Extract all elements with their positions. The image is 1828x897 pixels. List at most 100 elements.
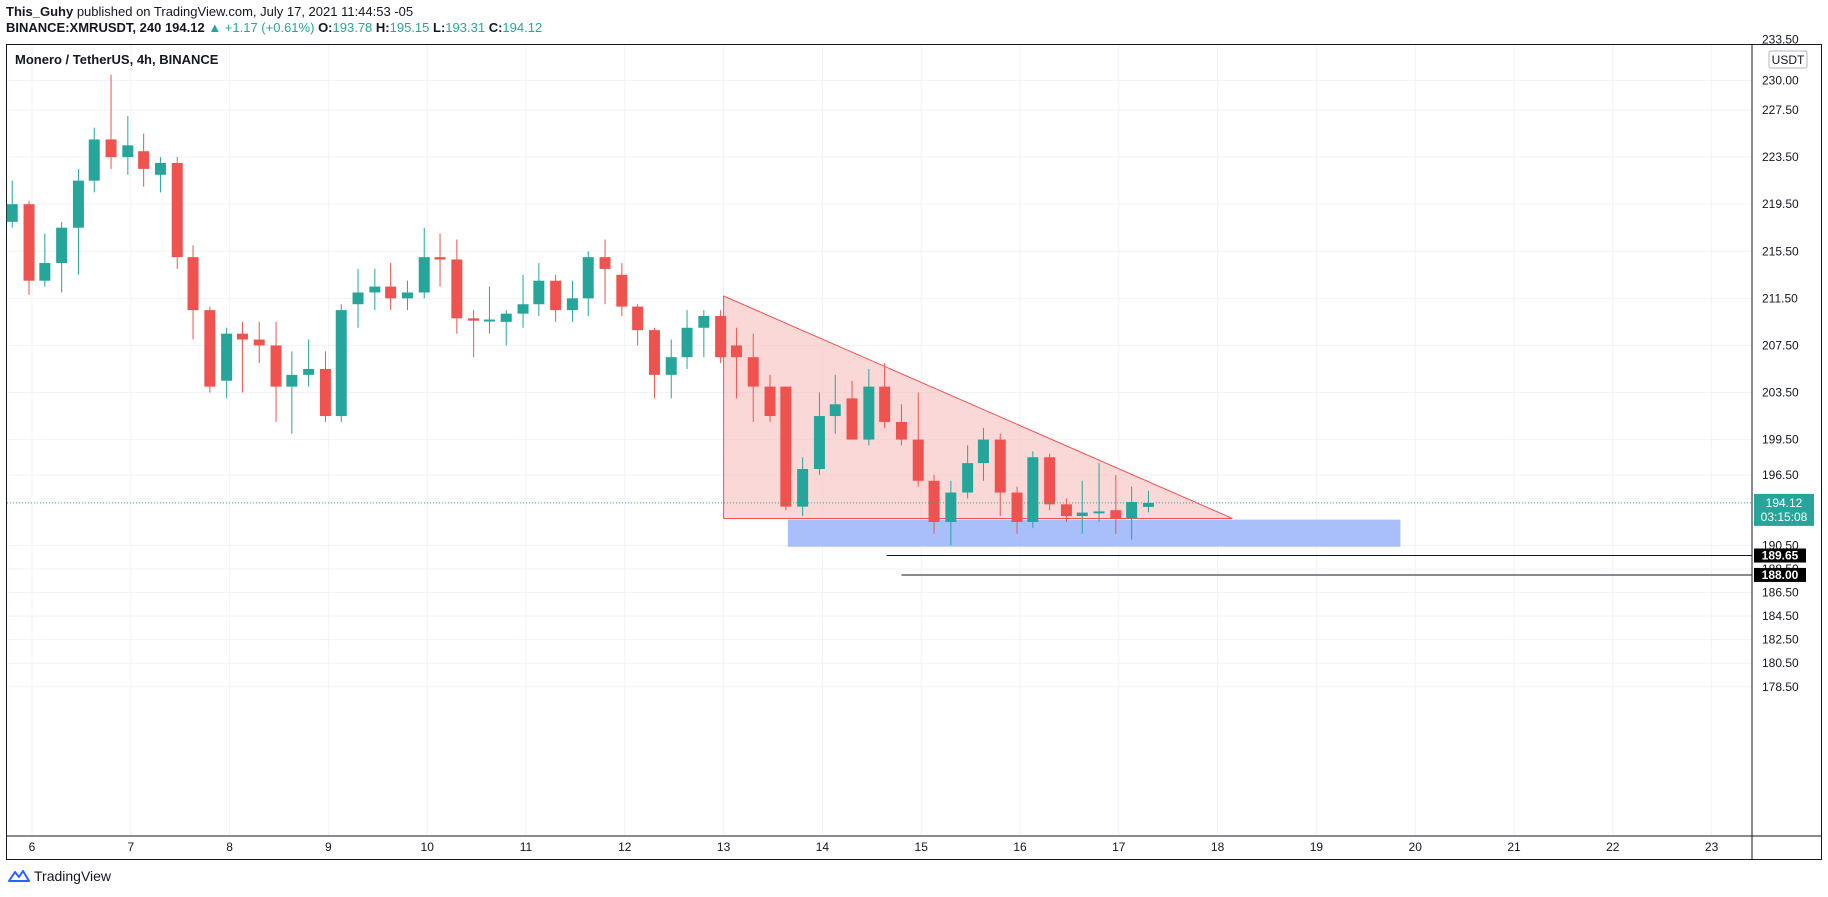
candle-down[interactable]: [747, 357, 759, 387]
candle-up[interactable]: [566, 298, 578, 311]
candle-up[interactable]: [1126, 501, 1138, 519]
candle-down[interactable]: [451, 259, 463, 319]
candle-up[interactable]: [582, 257, 594, 299]
x-tick-label: 14: [816, 840, 830, 854]
candle-up[interactable]: [797, 469, 809, 507]
level-price-label: 188.00: [1762, 568, 1799, 582]
candle-down[interactable]: [616, 274, 628, 307]
candle-up[interactable]: [369, 286, 381, 293]
candle-down[interactable]: [846, 398, 858, 440]
candle-up[interactable]: [39, 263, 51, 281]
candle-up[interactable]: [1093, 511, 1105, 514]
last-value: 194.12: [164, 20, 205, 35]
candle-up[interactable]: [122, 145, 134, 158]
candle-up[interactable]: [1076, 512, 1088, 517]
candle-down[interactable]: [468, 318, 480, 321]
x-tick-label: 21: [1507, 840, 1521, 854]
currency-box[interactable]: [1768, 50, 1808, 69]
candle-down[interactable]: [912, 439, 924, 481]
high-label: H:: [375, 20, 390, 35]
candle-up[interactable]: [500, 313, 512, 322]
open-value: 193.78: [332, 20, 373, 35]
level-price-tag: [1754, 567, 1806, 582]
candle-down[interactable]: [187, 257, 199, 311]
candle-down[interactable]: [385, 286, 397, 299]
close-value: 194.12: [502, 20, 543, 35]
candle-up[interactable]: [286, 374, 298, 387]
x-tick-label: 19: [1310, 840, 1324, 854]
y-tick-label: 180.50: [1762, 656, 1799, 670]
candle-down[interactable]: [879, 386, 891, 422]
candle-down[interactable]: [895, 421, 907, 440]
candle-down[interactable]: [204, 310, 216, 387]
x-tick-label: 23: [1705, 840, 1719, 854]
candle-up[interactable]: [977, 439, 989, 464]
candle-up[interactable]: [863, 386, 875, 440]
x-tick-label: 12: [618, 840, 632, 854]
candle-up[interactable]: [483, 319, 495, 322]
level-price-tag: [1754, 548, 1806, 563]
ticker-label: BINANCE:XMRUSDT, 240: [6, 20, 162, 35]
candle-up[interactable]: [72, 180, 84, 228]
candle-down[interactable]: [994, 439, 1006, 493]
candle-up[interactable]: [533, 280, 545, 305]
candle-up[interactable]: [962, 463, 974, 493]
candle-down[interactable]: [632, 306, 644, 331]
change-value: ▲ +1.17 (+0.61%): [208, 20, 315, 35]
candle-up[interactable]: [665, 357, 677, 375]
y-tick-label: 211.50: [1762, 291, 1798, 305]
candle-up[interactable]: [335, 310, 347, 417]
candle-up[interactable]: [88, 139, 100, 181]
candle-down[interactable]: [138, 151, 150, 169]
candle-up[interactable]: [6, 204, 18, 222]
candle-down[interactable]: [715, 316, 727, 358]
candle-up[interactable]: [352, 292, 364, 305]
candle-down[interactable]: [1011, 492, 1023, 522]
descending-triangle[interactable]: [723, 295, 1233, 519]
candle-up[interactable]: [1142, 502, 1154, 507]
support-zone[interactable]: [787, 519, 1401, 547]
candle-down[interactable]: [599, 257, 611, 269]
x-tick-label: 16: [1013, 840, 1027, 854]
candle-up[interactable]: [221, 333, 233, 381]
candle-down[interactable]: [319, 368, 331, 417]
candle-down[interactable]: [23, 204, 35, 281]
x-tick-label: 8: [226, 840, 233, 854]
candle-down[interactable]: [434, 257, 446, 260]
candle-up[interactable]: [517, 304, 529, 314]
candle-down[interactable]: [236, 333, 248, 340]
candle-up[interactable]: [154, 162, 166, 175]
candle-up[interactable]: [401, 292, 413, 299]
candle-up[interactable]: [1027, 457, 1039, 522]
author-name[interactable]: This_Guhy: [6, 4, 74, 19]
candle-down[interactable]: [1060, 504, 1072, 517]
candle-down[interactable]: [550, 280, 562, 311]
y-tick-label: 184.50: [1762, 609, 1799, 623]
candle-down[interactable]: [1110, 510, 1122, 519]
candle-up[interactable]: [418, 257, 430, 293]
tradingview-brand[interactable]: TradingView: [8, 868, 111, 884]
x-tick-label: 9: [325, 840, 332, 854]
candle-up[interactable]: [303, 368, 315, 375]
candle-down[interactable]: [730, 345, 742, 358]
candle-down[interactable]: [780, 386, 792, 507]
candle-down[interactable]: [648, 330, 660, 375]
candle-up[interactable]: [681, 327, 693, 358]
candle-up[interactable]: [829, 404, 841, 417]
candle-down[interactable]: [253, 339, 265, 346]
y-tick-label: 207.50: [1762, 338, 1799, 352]
open-label: O:: [318, 20, 333, 35]
candle-down[interactable]: [1044, 457, 1056, 505]
candle-down[interactable]: [764, 386, 776, 417]
candle-down[interactable]: [171, 162, 183, 258]
chart-frame: [6, 44, 1822, 860]
candle-down[interactable]: [105, 139, 117, 158]
candle-up[interactable]: [56, 227, 68, 264]
candle-down[interactable]: [270, 345, 282, 387]
y-tick-label: 219.50: [1762, 197, 1799, 211]
candle-down[interactable]: [928, 480, 940, 522]
candle-up[interactable]: [945, 492, 957, 522]
candle-up[interactable]: [698, 316, 710, 328]
candle-up[interactable]: [813, 416, 825, 470]
